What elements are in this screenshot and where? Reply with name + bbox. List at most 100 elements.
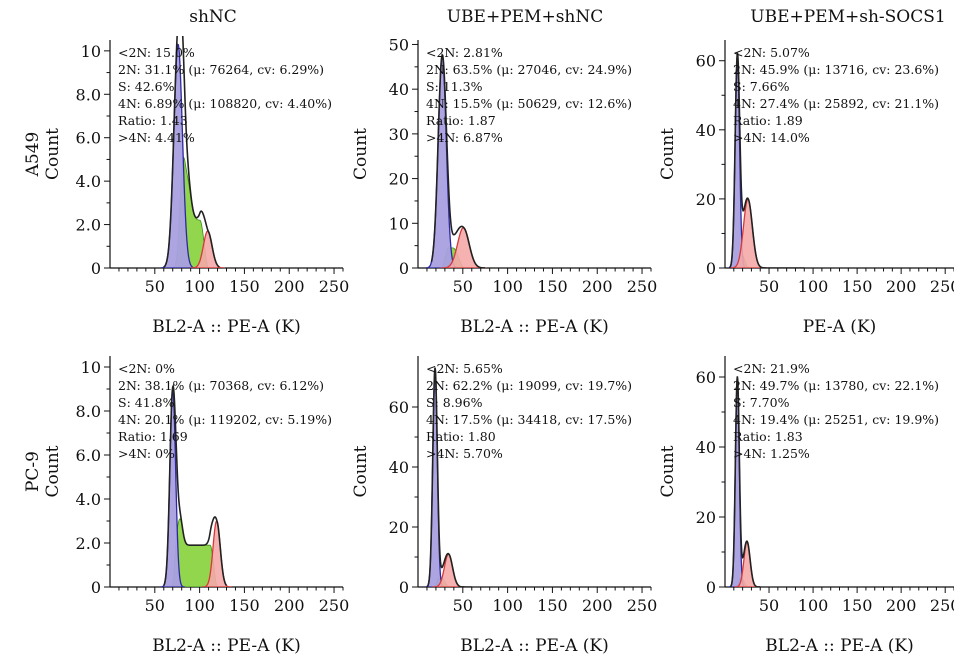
y-tick-label: 4.0 [76, 172, 101, 191]
y-axis-label: Count [351, 128, 371, 180]
y-tick-label: 20 [696, 190, 716, 209]
x-tick-label: 200 [274, 596, 305, 615]
x-axis-label: BL2-A :: PE-A (K) [152, 636, 300, 656]
histogram-envelope [426, 367, 472, 587]
stat-line: >4N: 4.41% [118, 130, 195, 145]
stat-line: 4N: 17.5% (μ: 34418, cv: 17.5%) [426, 412, 632, 427]
histogram-panel: 50 100 150 200 250 0 20 40 60 PE-A (K) Count <2N: 5… [658, 40, 954, 337]
y-axis-label: Count [658, 445, 678, 497]
stat-line: >4N: 5.70% [426, 446, 503, 461]
x-tick-label: 100 [492, 277, 523, 296]
column-titles: shNC UBE+PEM+shNC UBE+PEM+sh-SOCS1 [189, 7, 946, 27]
x-axis-label: BL2-A :: PE-A (K) [765, 636, 913, 656]
g2-peak-area [729, 198, 767, 268]
x-tick-label: 200 [274, 277, 305, 296]
y-tick-label: 40 [696, 438, 716, 457]
x-axis-label: PE-A (K) [803, 317, 877, 337]
stat-line: <2N: 5.65% [426, 361, 503, 376]
y-tick-label: 0 [399, 259, 409, 278]
x-tick-label: 200 [886, 596, 917, 615]
row-label: A549 [23, 132, 43, 178]
y-tick-label: 10 [81, 358, 101, 377]
x-tick-label: 150 [229, 277, 260, 296]
y-axis-label: Count [43, 128, 63, 180]
x-tick-label: 250 [319, 596, 350, 615]
stat-line: <2N: 0% [118, 361, 175, 376]
stat-line: S: 7.66% [733, 79, 790, 94]
histogram-envelope [729, 376, 761, 587]
g2-peak-area [190, 230, 225, 268]
stat-line: 4N: 20.1% (μ: 119202, cv: 5.19%) [118, 412, 332, 427]
stat-line: Ratio: 1.87 [426, 113, 496, 128]
y-tick-label: 4.0 [76, 490, 101, 509]
y-tick-label: 0 [399, 578, 409, 597]
stat-line: >4N: 6.87% [426, 130, 503, 145]
stat-line: >4N: 1.25% [733, 446, 810, 461]
y-tick-label: 60 [389, 398, 409, 417]
column-title-ube-pem-sh-socs1: UBE+PEM+sh-SOCS1 [750, 7, 945, 27]
stat-line: 2N: 45.9% (μ: 13716, cv: 23.6%) [733, 62, 939, 77]
stats-annotation: <2N: 21.9% 2N: 49.7% (μ: 13780, cv: 22.1%… [733, 361, 939, 461]
y-axis-label: Count [658, 128, 678, 180]
y-axis-label: Count [43, 445, 63, 497]
y-tick-label: 50 [389, 35, 409, 54]
histogram-envelope [728, 52, 805, 268]
stats-annotation: <2N: 5.65% 2N: 62.2% (μ: 19099, cv: 19.7%… [426, 361, 632, 461]
stat-line: Ratio: 1.69 [118, 429, 188, 444]
g2-peak-area [440, 227, 487, 268]
y-tick-label: 6.0 [76, 446, 101, 465]
x-tick-label: 50 [453, 277, 473, 296]
stat-line: S: 7.70% [733, 395, 790, 410]
stat-line: 2N: 38.1% (μ: 70368, cv: 6.12%) [118, 378, 324, 393]
y-tick-label: 8.0 [76, 85, 101, 104]
plot-area [160, 36, 225, 268]
y-tick-label: 0 [91, 259, 101, 278]
x-tick-label: 250 [319, 277, 350, 296]
y-tick-label: 0 [706, 578, 716, 597]
stat-line: <2N: 21.9% [733, 361, 810, 376]
y-tick-label: 0 [706, 259, 716, 278]
plot-area [425, 367, 472, 587]
g2-peak-area [431, 553, 466, 587]
x-tick-label: 200 [582, 596, 613, 615]
stat-line: S: 11.3% [426, 79, 483, 94]
stat-line: 4N: 15.5% (μ: 50629, cv: 12.6%) [426, 96, 632, 111]
plot-area [728, 376, 761, 587]
x-tick-label: 100 [492, 596, 523, 615]
row-label: PC-9 [23, 451, 43, 492]
g2-peak-area [734, 540, 760, 587]
x-tick-label: 100 [798, 596, 829, 615]
y-tick-label: 40 [389, 458, 409, 477]
stat-line: >4N: 0% [118, 446, 175, 461]
stat-line: <2N: 5.07% [733, 45, 810, 60]
stat-line: 2N: 63.5% (μ: 27046, cv: 24.9%) [426, 62, 632, 77]
g2-peak-area [201, 520, 232, 587]
histogram-envelope [163, 383, 228, 586]
stat-line: S: 42.6% [118, 79, 175, 94]
stat-line: 4N: 6.89% (μ: 108820, cv: 4.40%) [118, 96, 332, 111]
y-axis-label: Count [351, 445, 371, 497]
x-axis-label: BL2-A :: PE-A (K) [152, 317, 300, 337]
x-tick-label: 50 [145, 277, 165, 296]
x-tick-label: 50 [759, 277, 779, 296]
x-tick-label: 100 [184, 596, 215, 615]
stat-line: S: 41.8% [118, 395, 175, 410]
plot-area [159, 383, 232, 587]
stats-annotation: <2N: 0% 2N: 38.1% (μ: 70368, cv: 6.12%) S:… [118, 361, 332, 461]
y-tick-label: 40 [696, 121, 716, 140]
column-title-shNC: shNC [189, 7, 237, 27]
y-tick-label: 30 [389, 125, 409, 144]
stat-line: 4N: 27.4% (μ: 25892, cv: 21.1%) [733, 96, 939, 111]
x-tick-label: 150 [537, 277, 568, 296]
stat-line: S: 8.96% [426, 395, 483, 410]
x-tick-label: 150 [842, 596, 873, 615]
stats-annotation: <2N: 2.81% 2N: 63.5% (μ: 27046, cv: 24.9%… [426, 45, 632, 145]
histogram-envelope [430, 53, 486, 268]
y-tick-label: 2.0 [76, 534, 101, 553]
